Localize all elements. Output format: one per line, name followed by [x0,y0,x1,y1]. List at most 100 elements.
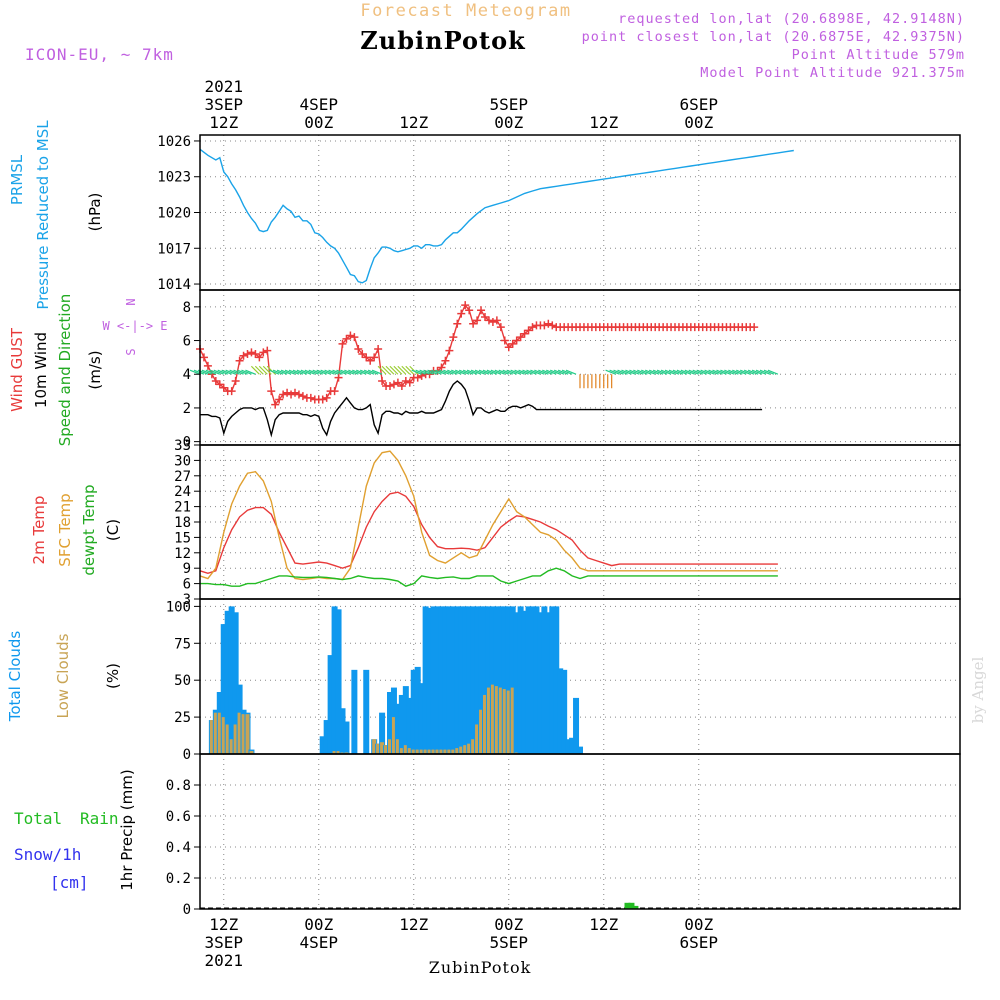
y-tick-label: 12 [174,546,191,562]
total-cloud-bar [493,606,500,754]
wind-direction-arrow [478,369,490,375]
total-cloud-bar [422,606,429,754]
wind-direction-arrow [225,369,236,375]
wind-direction-arrow [352,369,363,375]
top-time-label: 00Z [494,113,523,132]
gust-marker [318,395,327,404]
low-cloud-bar [399,748,404,754]
location-title: ZubinPotok [360,26,526,55]
total-cloud-bar [513,612,520,754]
wind-direction-arrow [506,369,517,375]
wind-direction-arrow [652,369,664,375]
top-time-label: 12Z [399,113,428,132]
total-cloud-bar [497,606,504,754]
y-tick-label: 4 [183,367,191,383]
y-tick-label: 30 [174,453,191,469]
total-cloud-bar [363,669,370,754]
low-cloud-bar [395,739,400,754]
total-cloud-bar [426,607,433,754]
y-tick-label: 8 [183,300,191,316]
gust-marker [247,348,256,357]
gust-marker [306,393,315,402]
total-cloud-bar [327,655,334,754]
total-cloud-bar [553,606,560,754]
gust-marker [203,361,212,370]
wind-direction-arrow [435,369,446,375]
wind-direction-arrow [454,369,466,375]
wind-direction-arrow [680,369,692,375]
gust-marker [457,309,466,318]
wind-direction-arrow [466,369,478,375]
low-cloud-bar [411,749,416,754]
total-cloud-bar [509,606,516,754]
wind-direction-arrow [250,365,260,375]
grid-layer [200,135,960,909]
gust-marker [544,319,553,328]
gust-marker [465,306,474,315]
gust-marker [437,363,446,372]
wind-direction-arrow [363,369,375,375]
gust-marker [378,376,387,385]
wind-direction-arrow [229,369,240,375]
low-cloud-bar [455,748,460,754]
wind-direction-arrow [288,369,300,375]
wind-direction-arrow [385,365,395,375]
total-cloud-bar [462,606,469,754]
low-cloud-bar [463,745,468,754]
wind-direction-arrow [470,369,482,375]
low-cloud-bar [249,751,254,754]
panel-frame [199,289,961,446]
model-label: ICON-EU, ~ 7km [25,45,174,64]
wind-direction-arrow [367,369,379,375]
gust-marker [449,333,458,342]
low-cloud-bar [471,739,476,754]
wind-direction-arrow [266,365,276,375]
y-tick-label: 50 [174,673,191,689]
wind-line [200,380,763,438]
temp-sfc-line [199,450,778,581]
low-cloud-bar [217,712,222,754]
top-time-label: 12Z [209,113,238,132]
y-tick-label: 9 [183,561,191,577]
model-altitude: Model Point Altitude 921.375m [700,65,965,81]
y-tick-label: 0 [183,902,191,918]
gust-marker [275,395,284,404]
total-cloud-bar [521,610,528,754]
total-cloud-bar [450,606,457,754]
bottom-time-label: 4SEP [299,933,338,952]
wind-direction-arrow [217,369,228,375]
temp-axis-unit: (C) [104,519,122,541]
total-cloud-bar [573,697,580,754]
wind-direction-arrow [213,369,224,375]
wind-direction-arrow [221,369,232,375]
pressure-axis-title: PRMSL [8,154,26,205]
wind-direction-arrow [696,369,707,375]
low-cloud-bar [431,749,436,754]
panel-frame [199,753,961,910]
low-cloud-bar [467,743,472,754]
low-cloud-bar [494,686,499,754]
total-cloud-bar [577,746,583,754]
gust-marker [334,373,343,382]
wind-direction-arrow [209,369,221,375]
low-cloud-bar [237,712,242,754]
wind-direction-arrow [759,369,771,375]
total-cloud-bar [351,669,358,754]
total-cloud-bar [537,612,544,754]
cloud-axis-title: Total Clouds [6,631,24,723]
top-time-label: 3SEP [204,95,243,114]
wind-direction-arrow [462,369,474,375]
low-cloud-bar [213,712,218,754]
wind-direction-arrow [664,369,676,375]
wind-direction-arrow [561,369,573,375]
wind-direction-arrow [262,365,272,375]
low-cloud-bar [245,714,250,754]
wind-direction-arrow [684,369,696,375]
wind-direction-arrow [336,369,347,375]
low-cloud-bar [486,687,491,754]
wind-direction-arrow [241,369,252,375]
wind-direction-arrow [431,369,442,375]
low-cloud-bar [427,749,432,754]
y-tick-label: 18 [174,515,191,531]
